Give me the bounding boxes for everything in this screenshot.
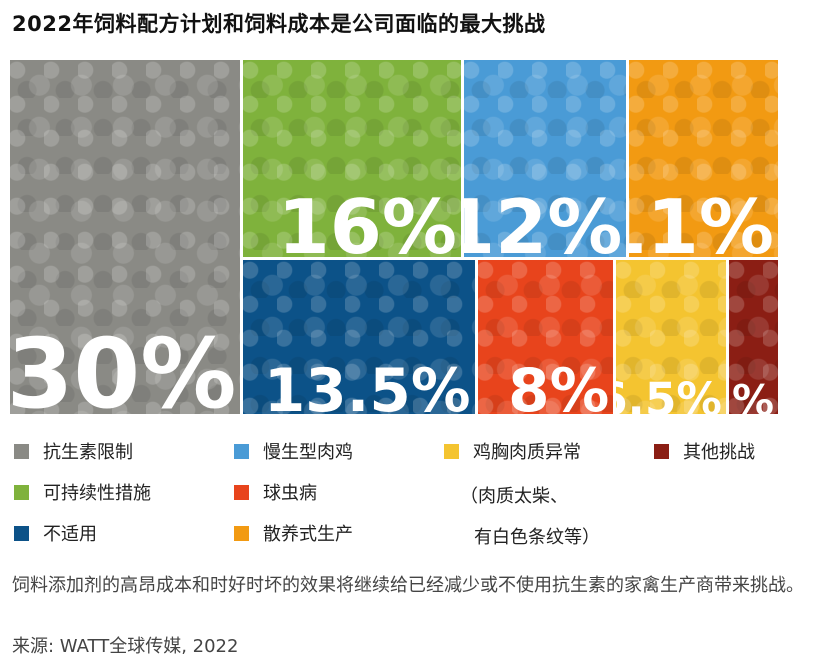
legend-swatch — [14, 525, 29, 541]
tile-value-label: 16% — [277, 183, 457, 258]
treemap-tile: 8% — [477, 260, 614, 414]
legend-swatch — [234, 443, 249, 459]
treemap-tile: 13.5% — [243, 260, 475, 414]
treemap-tile: 6.5% — [616, 260, 726, 414]
legend-swatch — [234, 525, 249, 541]
legend-label: 球虫病 — [263, 483, 317, 504]
tile-value-label: 3% — [729, 376, 774, 414]
legend-swatch — [14, 443, 29, 459]
legend-label: 慢生型肉鸡 — [263, 442, 353, 463]
legend-label: 不适用 — [43, 524, 97, 545]
legend-swatch — [234, 484, 249, 500]
legend-label: 鸡胸肉质异常 — [473, 442, 581, 463]
legend-item: 抗生素限制 — [14, 438, 133, 464]
treemap-chart: 30% 16%12%11% 13.5% 8%6.5%3% — [10, 60, 778, 414]
legend-swatch — [14, 484, 29, 500]
legend-note-line1: （肉质太柴、 — [460, 486, 568, 507]
legend-item: 其他挑战 — [654, 438, 755, 464]
legend-item: 鸡胸肉质异常 — [444, 438, 581, 464]
tile-value-label: 6.5% — [616, 372, 722, 414]
treemap-tile: 3% — [728, 260, 778, 414]
legend-item: 慢生型肉鸡 — [234, 438, 353, 464]
tile-value-label: 11% — [629, 183, 774, 258]
legend-item: 散养式生产 — [234, 520, 353, 546]
chart-title: 2022年饲料配方计划和饲料成本是公司面临的最大挑战 — [12, 12, 546, 36]
legend-item: 可持续性措施 — [14, 479, 151, 505]
tile-value-label: 13.5% — [263, 357, 471, 414]
tile-value-label: 8% — [508, 357, 610, 414]
legend-item: 球虫病 — [234, 479, 317, 505]
treemap-tile: 11% — [629, 60, 778, 258]
legend-swatch — [654, 443, 669, 459]
legend-label: 其他挑战 — [683, 442, 755, 463]
tile-value-label: 12% — [463, 183, 623, 258]
treemap-tile: 12% — [463, 60, 627, 258]
treemap-tile: 16% — [243, 60, 461, 258]
chart-legend: 抗生素限制 慢生型肉鸡 鸡胸肉质异常 其他挑战 可持续性措施 球虫病 不适用 散… — [14, 438, 814, 558]
legend-item: 不适用 — [14, 520, 97, 546]
footnote: 饲料添加剂的高昂成本和时好时坏的效果将继续给已经减少或不使用抗生素的家禽生产商带… — [12, 575, 804, 596]
treemap-tile: 30% — [10, 60, 241, 414]
source-note: 来源: WATT全球传媒, 2022 — [12, 636, 239, 657]
legend-swatch — [444, 443, 459, 459]
legend-label: 可持续性措施 — [43, 483, 151, 504]
legend-label: 抗生素限制 — [43, 442, 133, 463]
tile-value-label: 30% — [10, 318, 237, 414]
legend-note-line2: 有白色条纹等） — [474, 527, 600, 548]
legend-label: 散养式生产 — [263, 524, 353, 545]
